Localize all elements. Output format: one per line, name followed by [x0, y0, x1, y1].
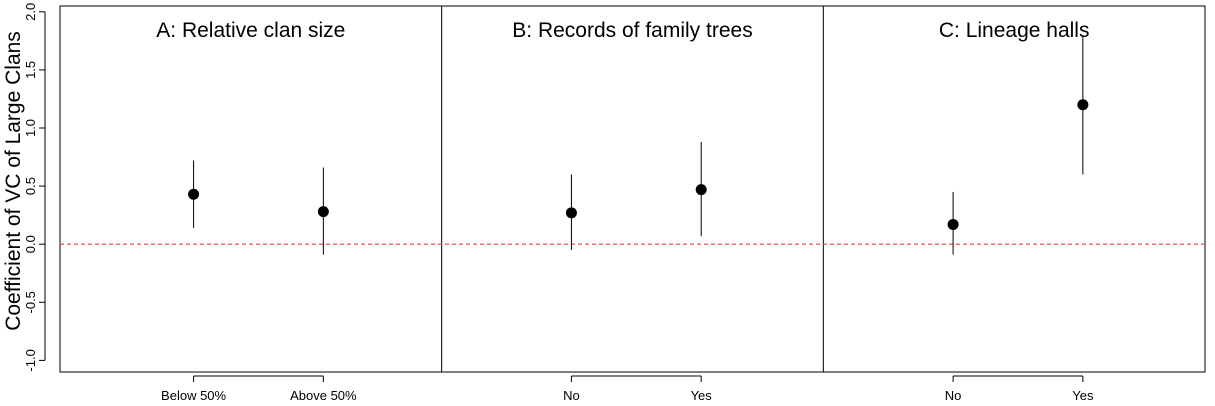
x-tick-label: Below 50% [161, 388, 226, 403]
y-tick-label: 1.0 [23, 119, 38, 137]
x-tick-label: No [563, 388, 580, 403]
point-estimate [188, 188, 200, 200]
point-estimate [947, 218, 959, 230]
chart-marks [188, 36, 1089, 255]
point-estimate [695, 184, 707, 196]
x-tick-label: No [945, 388, 962, 403]
x-tick-label: Yes [691, 388, 713, 403]
point-estimate [1077, 99, 1089, 111]
y-tick-label: 2.0 [23, 3, 38, 21]
panel-title: B: Records of family trees [512, 19, 752, 42]
point-estimate [565, 207, 577, 219]
y-tick-label: 0.5 [23, 177, 38, 195]
y-tick-label: -0.5 [23, 291, 38, 313]
panel-title: C: Lineage halls [939, 19, 1090, 42]
point-estimate [317, 206, 329, 218]
y-tick-label: -1.0 [23, 349, 38, 371]
y-axis-label: Coefficient of VC of Large Clans [2, 31, 25, 331]
y-tick-label: 1.5 [23, 61, 38, 79]
plot-frame [59, 5, 1206, 373]
x-tick-label: Above 50% [290, 388, 357, 403]
chart-text: -1.0 -0.5 0.0 0.5 1.0 1.5 2.0 Coefficient of VC… [2, 3, 1094, 403]
y-tick-label: 0.0 [23, 235, 38, 253]
panel-title: A: Relative clan size [156, 19, 345, 42]
axes [39, 5, 1206, 382]
x-tick-label: Yes [1072, 388, 1094, 403]
